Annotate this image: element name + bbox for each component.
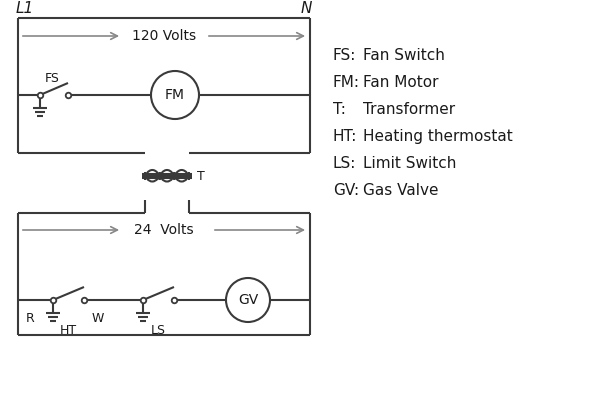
Text: Fan Motor: Fan Motor bbox=[363, 75, 438, 90]
Text: Limit Switch: Limit Switch bbox=[363, 156, 457, 171]
Text: N: N bbox=[301, 1, 312, 16]
Text: T: T bbox=[197, 170, 205, 182]
Text: FS:: FS: bbox=[333, 48, 356, 63]
Text: Gas Valve: Gas Valve bbox=[363, 183, 438, 198]
Text: GV: GV bbox=[238, 293, 258, 307]
Text: HT:: HT: bbox=[333, 129, 358, 144]
Text: Fan Switch: Fan Switch bbox=[363, 48, 445, 63]
Text: Heating thermostat: Heating thermostat bbox=[363, 129, 513, 144]
Text: 120 Volts: 120 Volts bbox=[132, 29, 196, 43]
Text: FS: FS bbox=[45, 72, 60, 86]
Text: GV:: GV: bbox=[333, 183, 359, 198]
Text: 24  Volts: 24 Volts bbox=[134, 223, 194, 237]
Text: Transformer: Transformer bbox=[363, 102, 455, 117]
Text: R: R bbox=[25, 312, 34, 324]
Text: L1: L1 bbox=[16, 1, 34, 16]
Text: HT: HT bbox=[60, 324, 77, 336]
Text: FM:: FM: bbox=[333, 75, 360, 90]
Text: W: W bbox=[92, 312, 104, 324]
Text: LS:: LS: bbox=[333, 156, 356, 171]
Text: T:: T: bbox=[333, 102, 346, 117]
Text: FM: FM bbox=[165, 88, 185, 102]
Text: LS: LS bbox=[151, 324, 166, 336]
